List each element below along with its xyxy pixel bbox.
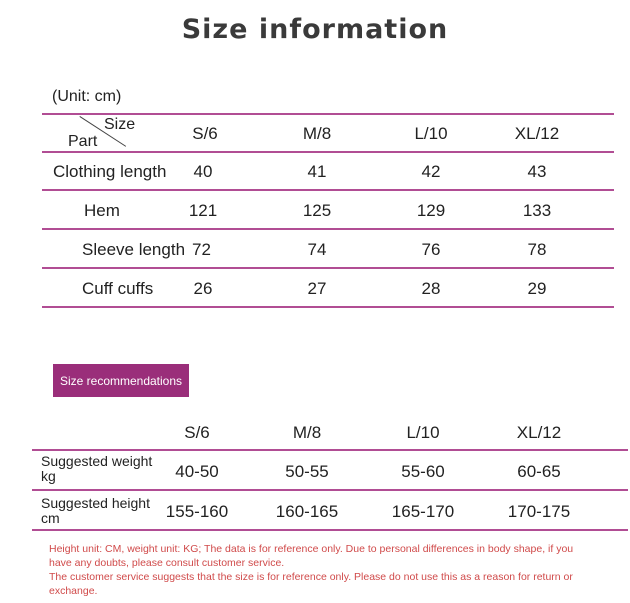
rec-cell: 165-170 — [391, 502, 455, 521]
rec-row-label: Suggested weight kg — [41, 454, 152, 484]
rec-cell: 160-165 — [275, 502, 339, 521]
table-cell: 76 — [421, 240, 441, 259]
note-line: exchange. — [49, 585, 98, 597]
table-divider — [32, 529, 628, 531]
size-header: XL/12 — [514, 124, 560, 143]
row-part-label: Clothing length — [53, 162, 167, 181]
rec-cell: 50-55 — [285, 462, 329, 481]
row-part-label: Hem — [84, 201, 120, 220]
note-line: The customer service suggests that the s… — [49, 571, 573, 583]
table-divider — [42, 189, 614, 191]
row-part-label: Sleeve length — [82, 240, 186, 259]
table-divider — [42, 228, 614, 230]
rec-row-label-line2: cm — [41, 510, 60, 526]
table-divider — [42, 113, 614, 115]
size-recommendations-badge: Size recommendations — [53, 364, 189, 397]
size-header: L/10 — [414, 124, 448, 143]
row-part-label: Cuff cuffs — [82, 279, 154, 298]
note-line: Height unit: CM, weight unit: KG; The da… — [49, 543, 574, 555]
page-title: Size information — [181, 14, 449, 45]
rec-size-header: S/6 — [184, 423, 210, 442]
rec-cell: 170-175 — [507, 502, 571, 521]
table-cell: 26 — [193, 279, 213, 298]
unit-label: (Unit: cm) — [52, 88, 122, 105]
table-cell: 74 — [307, 240, 327, 259]
table-cell: 125 — [302, 201, 332, 220]
table-cell: 40 — [193, 162, 213, 181]
rec-cell: 55-60 — [401, 462, 445, 481]
rec-row-label-line1: Suggested weight — [41, 453, 153, 469]
table-cell: 72 — [192, 240, 211, 259]
table-divider — [42, 151, 614, 153]
rec-row-label: Suggested height cm — [41, 496, 150, 526]
rec-size-header: L/10 — [406, 423, 440, 442]
rec-row-label-line1: Suggested height — [41, 495, 150, 511]
table-divider — [42, 267, 614, 269]
note-line: have any doubts, please consult customer… — [49, 557, 285, 569]
corner-size-label: Size — [104, 116, 136, 133]
table-cell: 41 — [307, 162, 327, 181]
size-header: M/8 — [302, 124, 332, 143]
rec-cell: 40-50 — [175, 462, 219, 481]
table-cell: 28 — [421, 279, 441, 298]
table-cell: 42 — [421, 162, 441, 181]
rec-cell: 155-160 — [165, 502, 229, 521]
table-divider — [32, 489, 628, 491]
table-cell: 121 — [188, 201, 218, 220]
table-cell: 27 — [307, 279, 327, 298]
rec-row-label-line2: kg — [41, 468, 56, 484]
size-header: S/6 — [192, 124, 218, 143]
rec-size-header: XL/12 — [516, 423, 562, 442]
table-cell: 29 — [527, 279, 547, 298]
rec-size-header: M/8 — [292, 423, 322, 442]
table-cell: 43 — [527, 162, 547, 181]
table-cell: 133 — [522, 201, 552, 220]
table-cell: 78 — [527, 240, 547, 259]
table-divider — [42, 306, 614, 308]
rec-cell: 60-65 — [517, 462, 561, 481]
corner-part-label: Part — [68, 133, 98, 150]
table-divider — [32, 449, 628, 451]
table-cell: 129 — [416, 201, 446, 220]
